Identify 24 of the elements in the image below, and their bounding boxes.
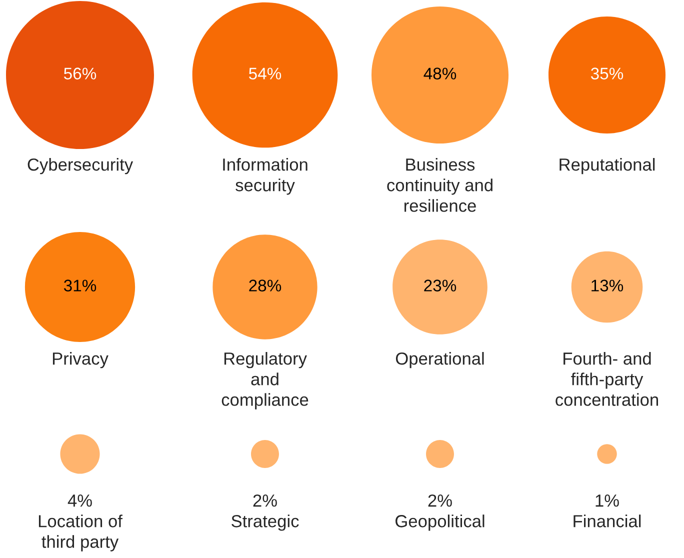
category-label: Information security: [223, 158, 308, 195]
category-label: Cybersecurity: [28, 158, 134, 174]
data-label: 56%: [64, 68, 96, 80]
category-label: Geopolitical: [396, 514, 484, 531]
data-label: 28%: [249, 280, 282, 292]
data-label: 2%: [253, 494, 277, 507]
data-label: 2%: [428, 494, 452, 507]
data-label: 31%: [64, 280, 96, 292]
data-label: 23%: [424, 280, 456, 292]
category-label: Location of third party: [38, 514, 122, 552]
category-label: Operational: [396, 352, 484, 368]
data-label: 48%: [424, 68, 456, 80]
category-label: Regulatory and compliance: [222, 352, 308, 410]
category-label: Fourth- and fifth-party concentration: [556, 352, 658, 406]
category-label: Financial: [574, 514, 641, 528]
category-label: Business continuity and resilience: [387, 158, 492, 212]
data-label: 35%: [590, 68, 624, 80]
category-label: Strategic: [232, 514, 299, 531]
data-label: 4%: [68, 494, 92, 507]
data-label: 1%: [596, 494, 619, 507]
data-label: 13%: [592, 280, 624, 292]
category-label: Privacy: [52, 352, 108, 368]
data-label: 54%: [248, 68, 282, 80]
category-label: Reputational: [560, 158, 655, 174]
